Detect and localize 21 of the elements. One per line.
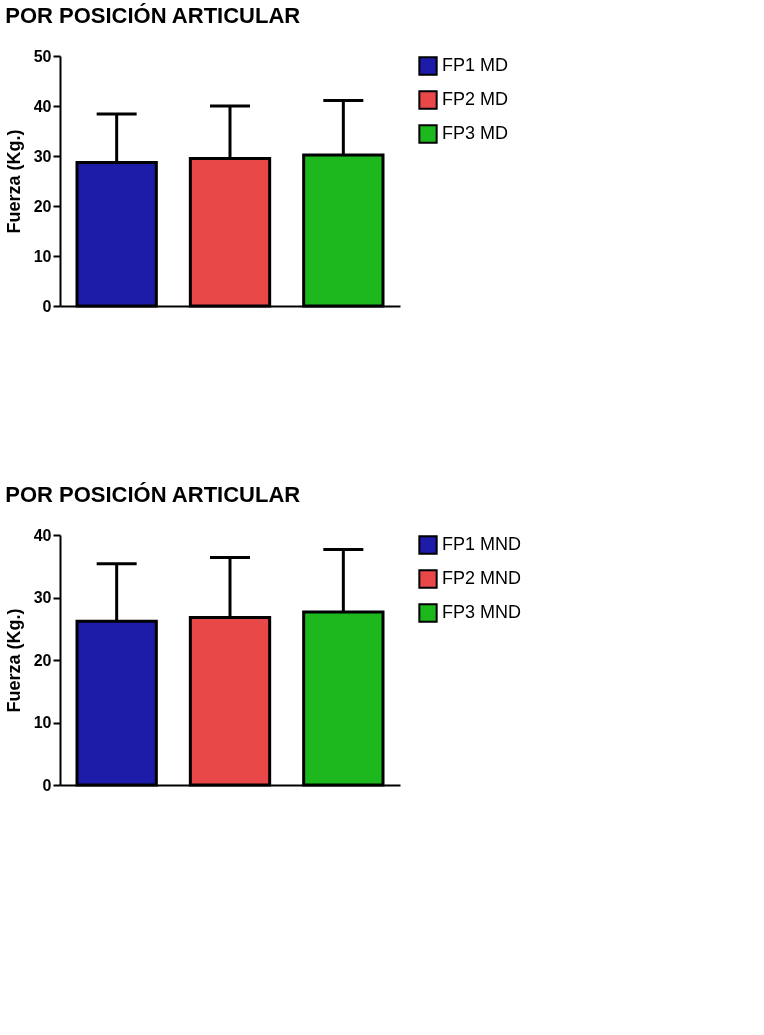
chart-title: POR POSICIÓN ARTICULAR [5,3,301,28]
legend-label: FP2 MND [442,568,522,588]
legend-label: FP3 MND [442,602,522,622]
y-tick-label: 30 [33,147,52,165]
y-tick-label: 50 [33,47,52,65]
y-tick-label: 20 [33,197,52,215]
y-tick-label: 10 [33,714,52,731]
y-tick-label: 40 [33,526,52,544]
y-axis-title: Fuerza (Kg.) [3,129,24,234]
y-tick-label: 10 [33,247,52,265]
y-tick-label: 40 [33,97,52,115]
legend-label: FP3 MD [442,123,509,143]
y-tick-label: 30 [33,589,52,606]
y-tick-label: 0 [42,297,52,315]
legend-label: FP1 MND [442,534,522,554]
legend-label: FP1 MD [442,55,509,75]
y-axis-title: Fuerza (Kg.) [3,608,24,713]
y-tick-label: 0 [42,776,52,794]
legend-label: FP2 MD [442,89,509,109]
chart-title: POR POSICIÓN ARTICULAR [5,482,301,507]
y-tick-label: 20 [33,651,52,669]
